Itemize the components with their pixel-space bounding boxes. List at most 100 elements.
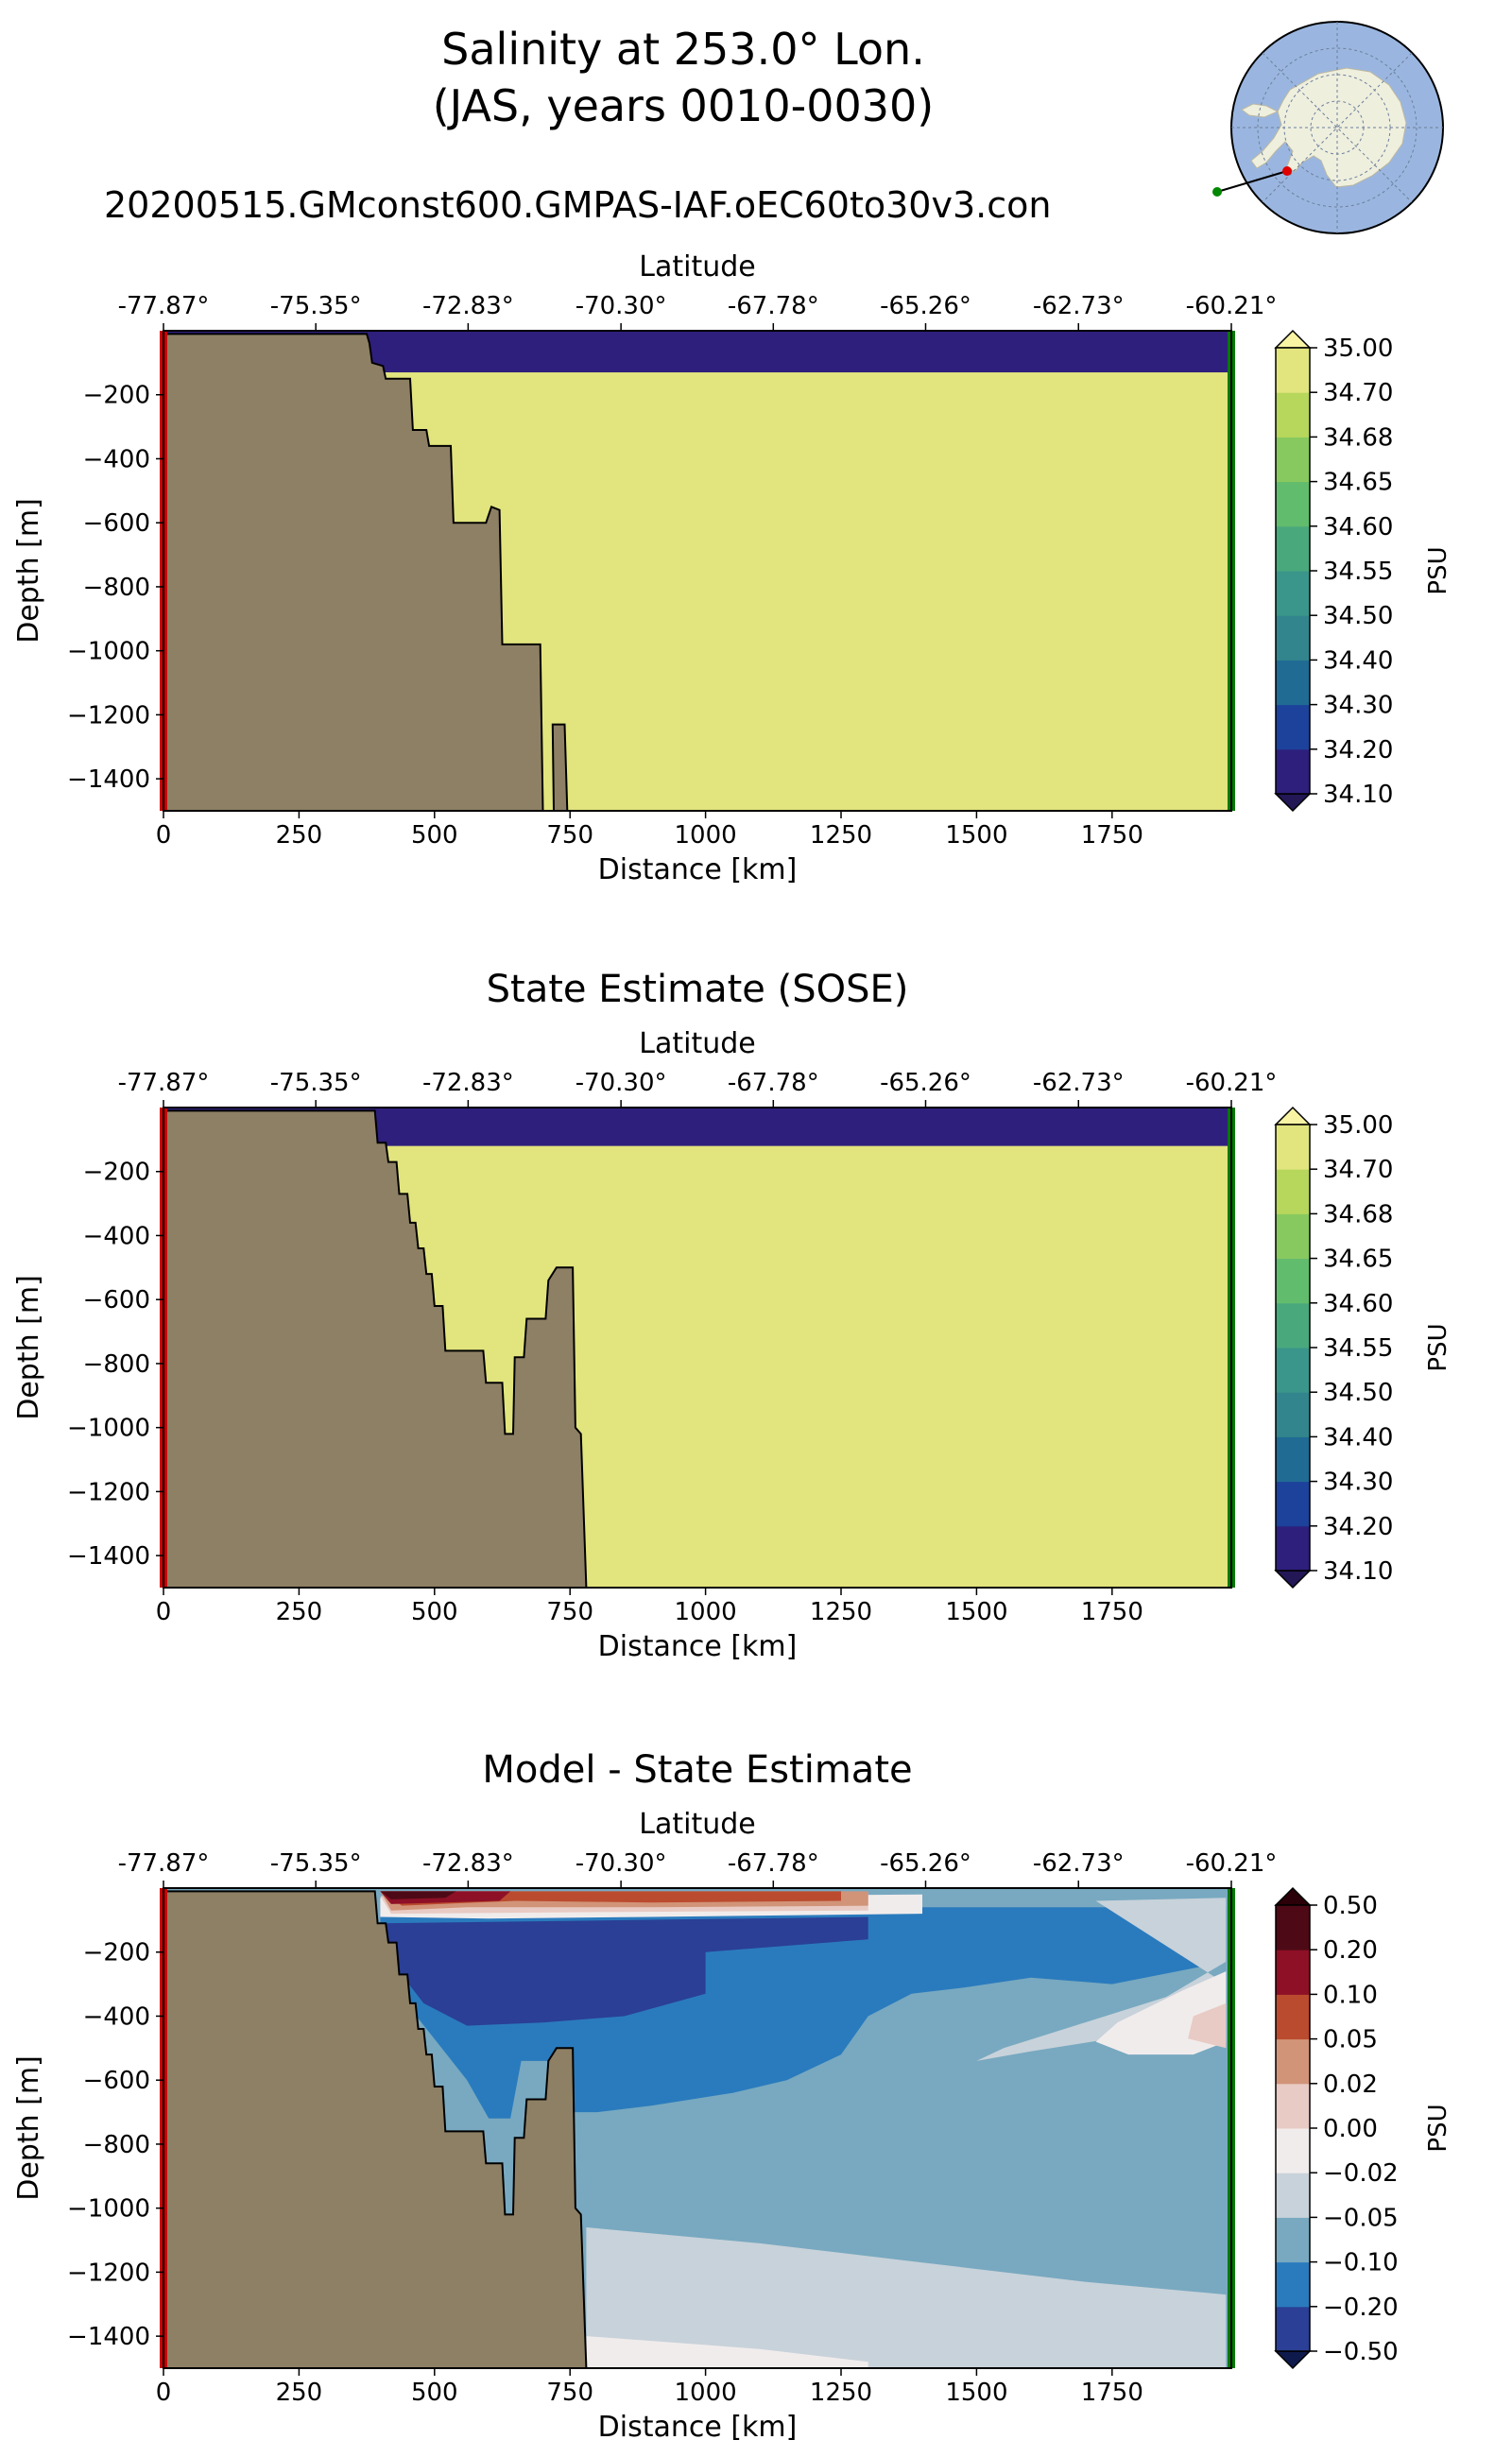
colorbar-label: PSU xyxy=(1424,2104,1452,2152)
lat-tick-label: -65.26° xyxy=(880,292,971,320)
bathymetry-land xyxy=(163,1890,588,2368)
y-tick-label: −1000 xyxy=(67,1415,150,1443)
colorbar-swatch-8 xyxy=(1276,1169,1310,1214)
x-tick-label: 750 xyxy=(546,1598,593,1626)
colorbar-swatch-7 xyxy=(1276,437,1310,483)
colorbar-swatch-1 xyxy=(1276,704,1310,750)
panel-sose-salinity: 0 250 500 750 1000 1250 1500 1750 Distance [km] -… xyxy=(12,968,1452,1663)
colorbar-tick-label: 34.68 xyxy=(1323,1200,1393,1228)
lat-tick-label: -65.26° xyxy=(880,1069,971,1097)
y-tick-label: −200 xyxy=(83,1939,150,1967)
figure-title-line1: Salinity at 253.0° Lon. xyxy=(441,24,925,75)
y-tick-label: −200 xyxy=(83,1159,150,1187)
y-tick-label: −600 xyxy=(83,509,150,538)
lat-tick-label: -62.73° xyxy=(1033,292,1125,320)
colorbar-swatch-0 xyxy=(1276,748,1310,795)
colorbar-swatch-2 xyxy=(1276,660,1310,706)
lat-tick-label: -77.87° xyxy=(118,1849,210,1878)
y-tick-label: −800 xyxy=(83,574,150,602)
x-axis-label: Distance [km] xyxy=(598,853,798,886)
panel-title: Model - State Estimate xyxy=(482,1748,912,1792)
colorbar-swatch-4 xyxy=(1276,2128,1310,2174)
colorbar-tick-label: 34.55 xyxy=(1323,1334,1393,1363)
y-tick-label: −1200 xyxy=(67,701,150,730)
y-tick-label: −1000 xyxy=(67,2195,150,2224)
plot-area xyxy=(163,331,1231,811)
colorbar-tick-label: 34.30 xyxy=(1323,692,1393,720)
colorbar-tick-label: 35.00 xyxy=(1323,1111,1393,1140)
colorbar-tick-label: −0.20 xyxy=(1323,2294,1399,2322)
colorbar-tick-label: 34.55 xyxy=(1323,558,1393,586)
colorbar-swatch-7 xyxy=(1276,1994,1310,2040)
colorbar-tick-label: 34.40 xyxy=(1323,1423,1393,1452)
colorbar-label: PSU xyxy=(1424,546,1452,594)
colorbar-tick-label: 34.60 xyxy=(1323,1290,1393,1318)
colorbar-swatch-6 xyxy=(1276,1258,1310,1304)
colorbar-tick-label: 34.50 xyxy=(1323,602,1393,630)
y-tick-label: −1400 xyxy=(67,765,150,794)
colorbar-tick-label: 34.70 xyxy=(1323,1156,1393,1184)
map-graticule xyxy=(1231,22,1443,233)
x-axis-label: Distance [km] xyxy=(598,1630,798,1663)
colorbar-tick-label: 34.10 xyxy=(1323,1557,1393,1586)
x-tick-label: 250 xyxy=(276,2379,323,2407)
top-axis-label: Latitude xyxy=(639,1027,755,1060)
colorbar-swatch-7 xyxy=(1276,1213,1310,1260)
y-axis-label: Depth [m] xyxy=(12,2055,45,2201)
bathymetry-land xyxy=(163,1109,588,1588)
lat-tick-label: -62.73° xyxy=(1033,1069,1125,1097)
colorbar-tick-label: 0.10 xyxy=(1323,1981,1378,2009)
inset-polar-map xyxy=(1212,21,1444,234)
colorbar-tick-label: −0.02 xyxy=(1323,2159,1399,2188)
lat-tick-label: -77.87° xyxy=(118,292,210,320)
colorbar-tick-label: −0.50 xyxy=(1323,2338,1399,2366)
x-tick-label: 1750 xyxy=(1081,821,1143,850)
x-tick-label: 1000 xyxy=(675,1598,737,1626)
anomaly-region-6 xyxy=(1188,2002,1227,2049)
y-tick-label: −1000 xyxy=(67,638,150,666)
lat-tick-label: -67.78° xyxy=(728,1069,819,1097)
lat-tick-label: -77.87° xyxy=(118,1069,210,1097)
panel-model-minus-sose: 0 250 500 750 1000 1250 1500 1750 Distance [km] -… xyxy=(12,1748,1452,2444)
run-name-subtitle: 20200515.GMconst600.GMPAS-IAF.oEC60to30v… xyxy=(104,184,1051,226)
colorbar-extend-max xyxy=(1274,329,1312,349)
x-tick-label: 500 xyxy=(411,2379,458,2407)
x-tick-label: 1250 xyxy=(810,1598,872,1626)
lat-tick-label: -65.26° xyxy=(880,1849,971,1878)
colorbar-swatch-4 xyxy=(1276,1348,1310,1393)
colorbar-tick-label: 34.20 xyxy=(1323,736,1393,765)
colorbar-swatch-5 xyxy=(1276,2083,1310,2129)
y-tick-label: −400 xyxy=(83,1222,150,1250)
plot-frame xyxy=(163,1107,1232,1589)
colorbar-tick-label: 35.00 xyxy=(1323,335,1393,363)
colorbar-extend-max xyxy=(1274,1886,1312,1906)
x-tick-label: 1500 xyxy=(945,1598,1007,1626)
lat-tick-label: -72.83° xyxy=(422,1849,514,1878)
colorbar-tick-label: 34.30 xyxy=(1323,1469,1393,1497)
colorbar-swatch-9 xyxy=(1276,348,1310,393)
lat-tick-label: -67.78° xyxy=(728,1849,819,1878)
colorbar-swatch-6 xyxy=(1276,481,1310,527)
colorbar-tick-label: 0.05 xyxy=(1323,2026,1378,2054)
y-tick-label: −400 xyxy=(83,2002,150,2031)
colorbar-tick-label: 0.00 xyxy=(1323,2115,1378,2143)
x-tick-label: 0 xyxy=(156,821,172,850)
x-tick-label: 1500 xyxy=(945,2379,1007,2407)
colorbar-extend-min xyxy=(1274,1570,1312,1589)
anomaly-region-12 xyxy=(380,1891,456,1899)
top-axis-label: Latitude xyxy=(639,250,755,284)
colorbar-swatch-8 xyxy=(1276,392,1310,438)
colorbar-tick-label: 34.65 xyxy=(1323,1246,1393,1274)
lat-tick-label: -75.35° xyxy=(270,1849,362,1878)
lat-tick-label: -62.73° xyxy=(1033,1849,1125,1878)
colorbar-swatch-4 xyxy=(1276,571,1310,616)
x-tick-label: 500 xyxy=(411,821,458,850)
colorbar-swatch-3 xyxy=(1276,2173,1310,2218)
colorbar-tick-label: 0.02 xyxy=(1323,2070,1378,2099)
colorbar-tick-label: −0.10 xyxy=(1323,2249,1399,2277)
y-tick-label: −1200 xyxy=(67,2259,150,2287)
colorbar-swatch-5 xyxy=(1276,1302,1310,1349)
x-tick-label: 0 xyxy=(156,1598,172,1626)
anomaly-region-0 xyxy=(586,2227,1227,2368)
